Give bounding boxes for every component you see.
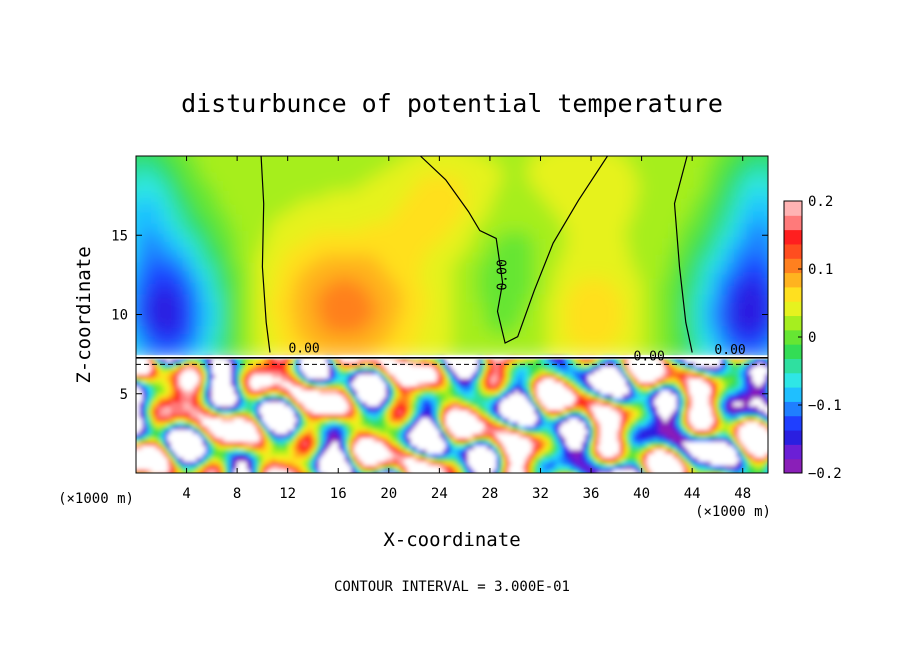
colorbar-swatch: [784, 243, 802, 259]
colorbar-swatch: [784, 387, 802, 402]
colorbar-swatch: [784, 401, 802, 417]
colorbar: 0.2 0.1 0 −0.1 −0.2: [783, 194, 842, 482]
colorbar-swatch: [784, 458, 802, 474]
colorbar-swatch: [784, 430, 802, 445]
colorbar-swatch: [784, 329, 802, 345]
colorbar-swatch: [784, 358, 802, 374]
x-tick-label: 40: [633, 486, 650, 502]
y-tick-label: 10: [111, 308, 128, 324]
x-tick-label: 28: [481, 486, 498, 502]
zero-contour-line: [673, 156, 693, 353]
colorbar-swatch: [784, 215, 802, 231]
colorbar-swatch: [784, 201, 802, 216]
contour-label: 0.00: [714, 343, 745, 358]
contour-label: 0.00: [634, 349, 665, 364]
lower-field: [136, 357, 768, 473]
x-tick-label: 4: [182, 486, 190, 502]
contour-label: 0.00: [495, 259, 510, 290]
colorbar-swatch: [784, 258, 802, 274]
colorbar-tick-label: 0.2: [808, 194, 833, 210]
colorbar-swatch: [784, 272, 802, 288]
colorbar-tick-label: 0: [808, 330, 816, 346]
zero-contours: 0.00 0.00 0.00 0.00: [136, 156, 768, 365]
y-tick-label: 5: [120, 387, 128, 403]
colorbar-swatch: [784, 372, 802, 388]
colorbar-swatch: [784, 444, 802, 460]
colorbar-tick-label: −0.1: [808, 398, 842, 414]
colorbar-swatch: [784, 229, 802, 245]
y-axis-ticks: 5 10 15: [111, 228, 768, 403]
x-unit-label-left: (×1000 m): [58, 491, 134, 507]
x-tick-label: 20: [380, 486, 397, 502]
y-tick-label: 15: [111, 228, 128, 244]
contour-interval-note: CONTOUR INTERVAL = 3.000E-01: [334, 579, 570, 595]
colorbar-swatch: [784, 286, 802, 302]
colorbar-swatch: [784, 344, 802, 359]
x-unit-label-right: (×1000 m): [695, 504, 771, 520]
x-tick-label: 16: [330, 486, 347, 502]
y-axis-label: Z-coordinate: [73, 246, 95, 383]
colorbar-swatch: [784, 415, 802, 431]
temperature-field: [136, 156, 768, 473]
zero-contour-line: [419, 156, 609, 344]
x-tick-label: 12: [279, 486, 296, 502]
colorbar-swatch: [784, 301, 802, 317]
colorbar-tick-label: 0.1: [808, 262, 833, 278]
x-tick-label: 36: [583, 486, 600, 502]
x-tick-label: 44: [684, 486, 701, 502]
x-tick-label: 8: [233, 486, 241, 502]
x-axis-label: X-coordinate: [383, 529, 520, 551]
x-axis-ticks: 4 8 12 16 20 24 28 32 36 40 44 48: [182, 156, 751, 502]
colorbar-swatch: [784, 315, 802, 331]
upper-field: [136, 156, 768, 358]
x-tick-label: 32: [532, 486, 549, 502]
contour-label: 0.00: [288, 342, 319, 357]
chart-title: disturbunce of potential temperature: [181, 89, 723, 118]
x-tick-label: 48: [734, 486, 751, 502]
x-tick-label: 24: [431, 486, 448, 502]
colorbar-tick-label: −0.2: [808, 466, 842, 482]
zero-contour-line: [260, 156, 271, 353]
